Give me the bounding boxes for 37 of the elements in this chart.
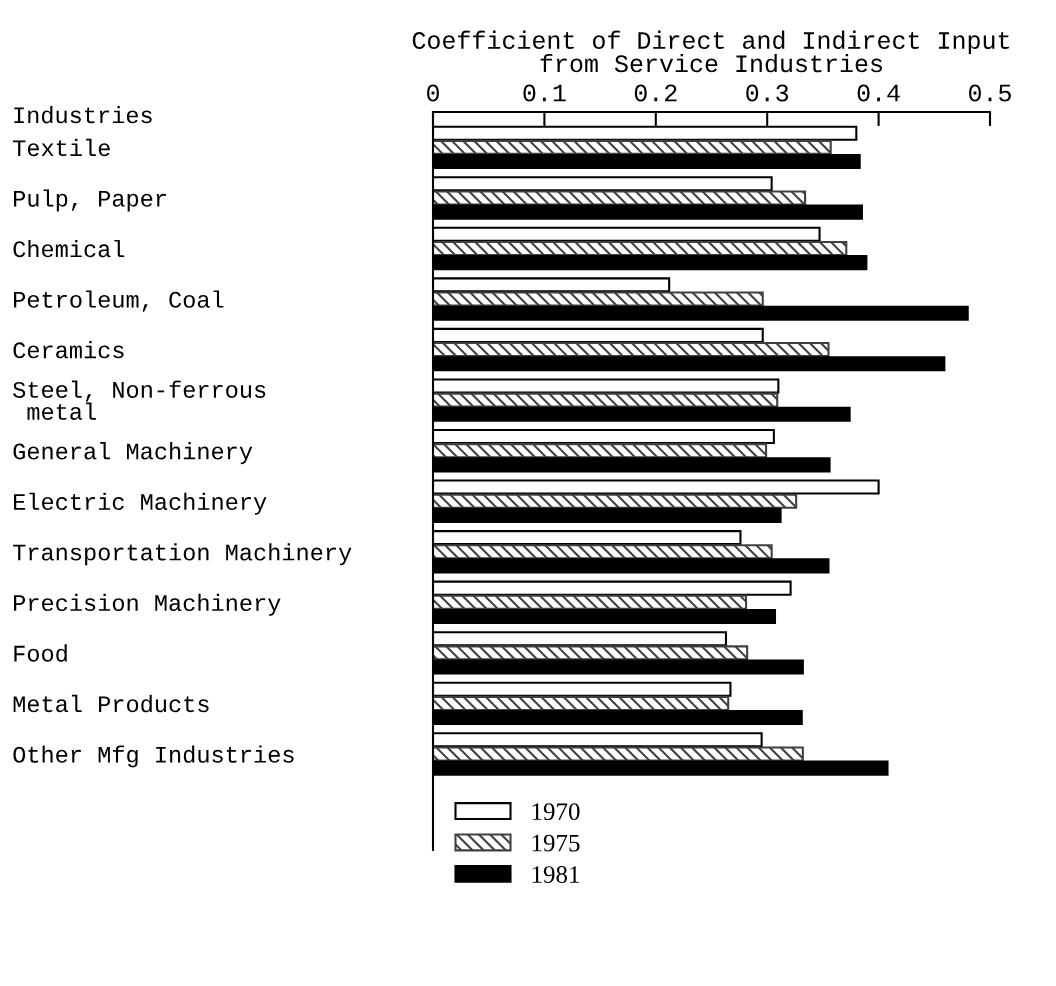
legend-label: 1981 bbox=[532, 866, 579, 883]
bar bbox=[433, 695, 730, 711]
text: Industries bbox=[14, 106, 152, 124]
y-tick-label: Transportation Machinery bbox=[13, 543, 352, 566]
bar bbox=[433, 190, 807, 206]
bar bbox=[433, 392, 779, 408]
x-tick-label: 0.4 bbox=[857, 84, 900, 102]
x-tick-label: 0.5 bbox=[969, 84, 1011, 102]
bar bbox=[433, 342, 830, 358]
y-tick-label: Ceramics bbox=[13, 341, 124, 359]
legend-label: 1975 bbox=[532, 834, 580, 852]
x-tick-label: 0.2 bbox=[634, 84, 677, 102]
y-tick-label: Steel, Non-ferrous metal bbox=[13, 380, 266, 420]
bar bbox=[433, 594, 748, 610]
legend-label: 1970 bbox=[532, 803, 580, 821]
bar bbox=[433, 645, 749, 661]
y-tick-label: Other Mfg Industries bbox=[13, 745, 294, 768]
y-tick-label: Precision Machinery bbox=[14, 593, 281, 616]
bar bbox=[433, 746, 804, 762]
y-tick-label: Chemical bbox=[13, 239, 125, 258]
bar bbox=[433, 443, 768, 459]
x-tick-label: 0.1 bbox=[523, 84, 566, 102]
y-tick-label: Pulp, Paper bbox=[14, 189, 166, 212]
x-tick-label: 0 bbox=[427, 84, 439, 102]
bar bbox=[433, 139, 832, 155]
y-tick-label: General Machinery bbox=[13, 442, 253, 465]
x-axis-title: Coefficient of Direct and Indirect Input from Service Industries bbox=[412, 30, 1009, 73]
bar bbox=[433, 291, 764, 307]
y-tick-label: Petroleum, Coal bbox=[14, 290, 224, 312]
bar bbox=[433, 240, 848, 257]
y-tick-label: Food bbox=[14, 644, 67, 662]
x-tick-label: 0.3 bbox=[746, 84, 789, 102]
bar bbox=[433, 544, 773, 560]
y-tick-label: Electric Machinery bbox=[14, 492, 267, 515]
y-tick-label: Metal Products bbox=[13, 694, 209, 713]
y-tick-label: Textile bbox=[13, 138, 110, 157]
bar bbox=[433, 493, 798, 509]
